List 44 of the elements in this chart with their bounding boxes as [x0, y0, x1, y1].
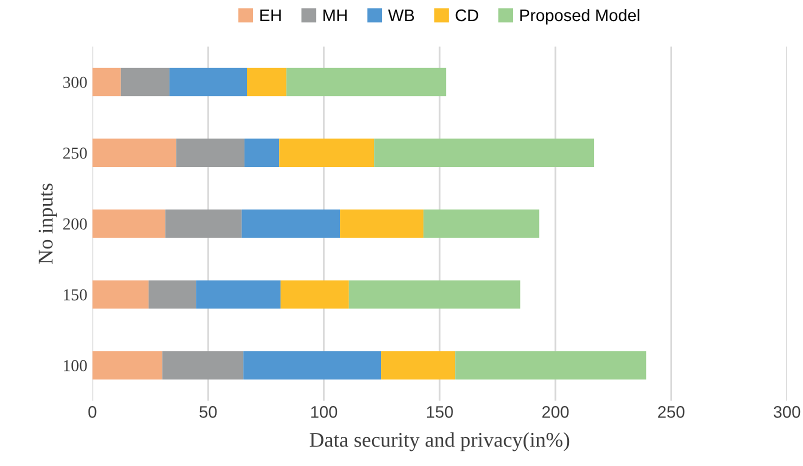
bar: [92, 138, 176, 168]
x-tick-label: 0: [88, 406, 96, 418]
legend-label: MH: [323, 10, 347, 22]
bar: [92, 351, 162, 380]
bar: [92, 280, 149, 309]
bar: [196, 280, 281, 309]
bar: [148, 280, 196, 309]
y-tick-label: 100: [64, 360, 87, 372]
x-tick-label: 250: [658, 406, 684, 418]
y-tick-label: 150: [64, 289, 87, 300]
y-tick-label: 300: [63, 76, 87, 88]
y-tick-label: 250: [63, 148, 87, 159]
bar: [92, 210, 166, 238]
y-axis-title: No inputs: [38, 184, 57, 264]
x-tick-label: 50: [200, 406, 217, 418]
legend-label: CD: [456, 9, 478, 22]
x-tick-label: 150: [427, 406, 453, 418]
bar: [247, 68, 286, 96]
legend-label: WB: [388, 10, 414, 22]
x-tick-label: 300: [774, 406, 800, 418]
legend-label: EH: [260, 10, 281, 22]
bar: [381, 351, 456, 380]
bar: [162, 351, 244, 380]
bar: [348, 280, 520, 309]
bar: [423, 210, 540, 238]
bar: [340, 210, 424, 238]
bar: [242, 210, 340, 238]
bar: [120, 68, 170, 96]
x-axis-title: Data security and privacy(in%): [310, 432, 570, 452]
y-tick-label: 200: [63, 218, 87, 230]
bar: [455, 351, 646, 380]
bar: [92, 68, 121, 96]
legend-label: Proposed Model: [520, 8, 640, 25]
bar: [176, 138, 244, 168]
x-tick-label: 200: [542, 406, 569, 418]
bar: [286, 68, 446, 96]
bar: [244, 138, 280, 168]
x-tick-label: 100: [311, 406, 338, 418]
bar: [169, 68, 248, 96]
bar: [243, 351, 382, 380]
bar: [280, 280, 349, 309]
bar: [374, 138, 594, 168]
bar: [165, 210, 242, 238]
bar: [279, 138, 374, 168]
